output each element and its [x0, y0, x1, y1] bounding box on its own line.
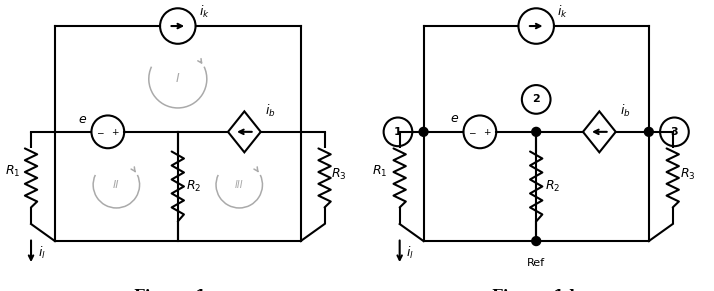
Text: II: II — [113, 180, 120, 190]
Text: I: I — [176, 72, 180, 86]
Circle shape — [419, 127, 428, 136]
Text: $i_l$: $i_l$ — [38, 244, 46, 260]
Text: $-$: $-$ — [468, 127, 477, 136]
Text: $R_1$: $R_1$ — [373, 164, 388, 179]
Text: $+$: $+$ — [483, 127, 491, 137]
Text: 1: 1 — [394, 127, 402, 137]
Circle shape — [532, 237, 540, 246]
Text: $i_b$: $i_b$ — [265, 103, 276, 119]
Circle shape — [645, 127, 653, 136]
Text: $-$: $-$ — [96, 127, 105, 136]
Text: 3: 3 — [670, 127, 678, 137]
Text: $e$: $e$ — [450, 112, 459, 125]
Text: $i_b$: $i_b$ — [620, 103, 630, 119]
Circle shape — [532, 127, 540, 136]
Text: Ref: Ref — [527, 258, 545, 268]
Text: $R_1$: $R_1$ — [6, 164, 21, 179]
Text: $i_k$: $i_k$ — [558, 4, 568, 20]
Text: $R_2$: $R_2$ — [186, 179, 201, 194]
Text: Figure 1.a: Figure 1.a — [134, 289, 221, 291]
Text: $i_k$: $i_k$ — [199, 4, 210, 20]
Text: 2: 2 — [533, 94, 540, 104]
Text: $+$: $+$ — [111, 127, 119, 137]
Text: $R_3$: $R_3$ — [331, 167, 347, 182]
Text: $e$: $e$ — [78, 113, 87, 126]
Text: Figure 1.b: Figure 1.b — [492, 289, 580, 291]
Text: III: III — [235, 180, 243, 190]
Text: $R_3$: $R_3$ — [680, 167, 695, 182]
Text: $R_2$: $R_2$ — [545, 179, 560, 194]
Text: $i_l$: $i_l$ — [406, 244, 414, 260]
